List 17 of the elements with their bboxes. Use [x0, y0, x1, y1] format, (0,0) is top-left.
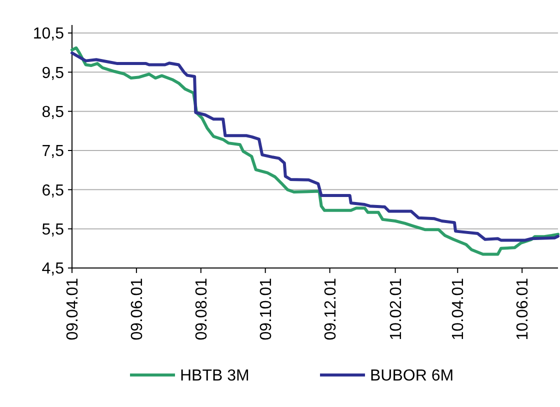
y-tick-label: 7,5	[42, 143, 64, 160]
y-tick-label: 8,5	[42, 104, 64, 121]
x-tick-label: 10.04.01	[450, 278, 468, 340]
x-tick-label: 09.12.01	[322, 278, 340, 340]
y-tick-label: 5,5	[42, 221, 64, 238]
y-tick-label: 6,5	[42, 182, 64, 200]
x-tick-label: 10.06.01	[514, 278, 532, 340]
x-tick-label: 09.08.01	[193, 278, 210, 340]
x-tick-label: 09.04.01	[64, 278, 82, 340]
x-tick-label: 09.10.01	[258, 278, 275, 340]
legend-label: BUBOR 6M	[370, 368, 454, 385]
y-tick-label: 4,5	[42, 260, 64, 278]
x-tick-label: 09.06.01	[129, 278, 146, 340]
y-tick-label: 10,5	[32, 26, 64, 43]
x-tick-label: 10.02.01	[388, 278, 405, 340]
y-tick-label: 9,5	[42, 64, 64, 82]
legend-label: HBTB 3M	[180, 368, 250, 385]
